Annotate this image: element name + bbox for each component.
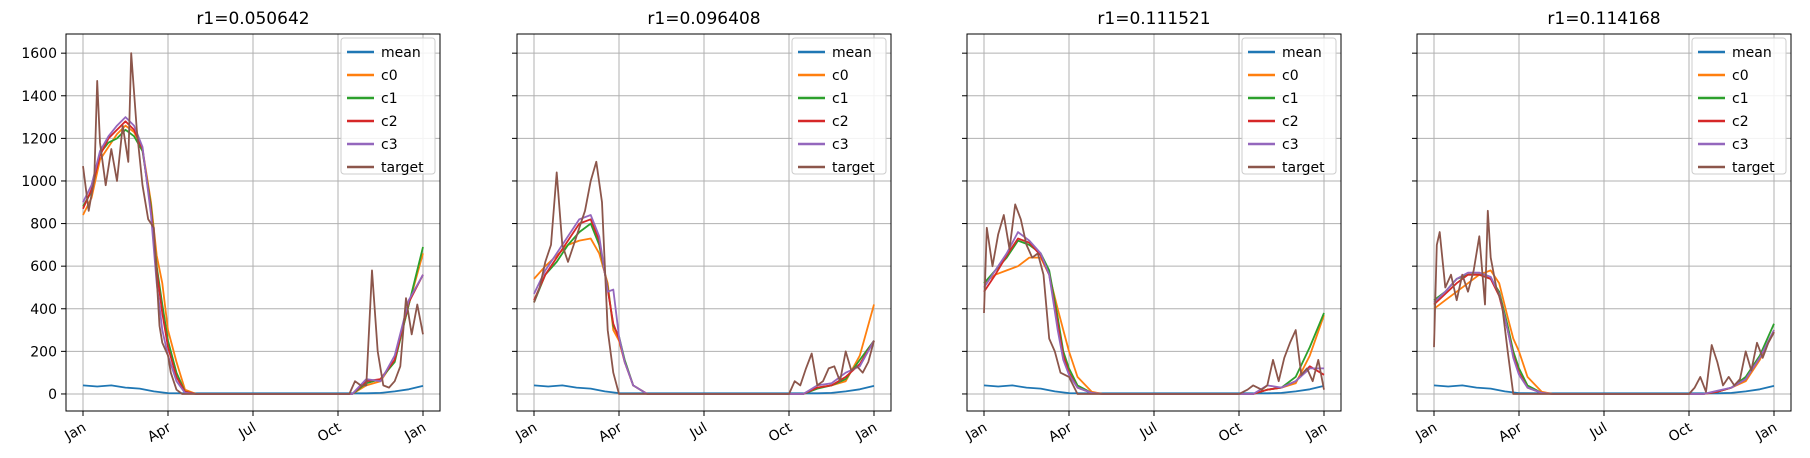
chart-panel-1: r1=0.050642 0 200 400 600 800 1000 1200 1400 1600… (21, 9, 441, 446)
y-tick-label: 1600 (21, 46, 57, 62)
legend-label-c1: c1 (381, 91, 398, 107)
series-line-c3 (533, 214, 875, 395)
x-tick-label: Jan (61, 420, 89, 445)
x-tick-label: Jan (962, 420, 990, 445)
x-tick-label: Apr (1046, 419, 1075, 445)
x-tick-label: Apr (1496, 419, 1525, 445)
x-tick-label: Jan (1412, 420, 1440, 445)
y-tick-label: 600 (30, 259, 57, 275)
legend-label-mean: mean (1732, 45, 1772, 61)
x-tick-label: Jul (1586, 420, 1610, 443)
legend-label-c2: c2 (381, 114, 398, 130)
x-tick-label: Jul (235, 420, 259, 443)
series-line-target (983, 203, 1325, 395)
legend-label-c0: c0 (381, 68, 398, 84)
x-tick-label: Oct (1216, 419, 1245, 445)
y-tick-label: 1200 (21, 131, 57, 147)
series-line-c3 (1433, 271, 1775, 395)
legend-box (791, 37, 887, 175)
x-tick-label: Jan (852, 420, 880, 445)
legend-label-c1: c1 (832, 91, 849, 107)
series-line-c3 (983, 231, 1324, 395)
chart-title: r1=0.050642 (196, 9, 309, 29)
series-line-c3 (82, 116, 424, 395)
legend-label-c1: c1 (1282, 91, 1299, 107)
y-tick-label: 1000 (21, 174, 57, 190)
legend-label-mean: mean (832, 45, 872, 61)
x-tick-label: Jul (686, 420, 710, 443)
series-line-target (533, 160, 875, 395)
legend-label-c0: c0 (1282, 68, 1299, 84)
chart-title: r1=0.114168 (1547, 9, 1660, 29)
x-tick-label: Jan (1302, 420, 1330, 445)
x-tick-label: Jan (1752, 420, 1780, 445)
legend-label-c2: c2 (1732, 114, 1749, 130)
legend-label-target: target (832, 160, 875, 176)
y-tick-label: 200 (30, 344, 57, 360)
legend-box (340, 37, 436, 175)
legend-label-c0: c0 (1732, 68, 1749, 84)
legend-label-mean: mean (381, 45, 421, 61)
legend-label-c1: c1 (1732, 91, 1749, 107)
chart-panel-4: r1=0.114168 Jan Apr Jul Oct Jan mean c0 c1 c2 c3 ta… (1412, 9, 1792, 446)
legend-label-mean: mean (1282, 45, 1322, 61)
legend-label-c3: c3 (1282, 137, 1299, 153)
x-tick-label: Apr (145, 419, 174, 445)
series-line-c0 (82, 124, 424, 395)
chart-panel-3: r1=0.111521 Jan Apr Jul Oct Jan mean c0 c1 c2 c3 ta… (962, 9, 1342, 446)
y-tick-label: 800 (30, 217, 57, 233)
x-tick-label: Jul (1136, 420, 1160, 443)
legend-label-c0: c0 (832, 68, 849, 84)
x-tick-label: Jan (512, 420, 540, 445)
legend-label-c2: c2 (832, 114, 849, 130)
x-tick-label: Oct (315, 419, 344, 445)
chart-title: r1=0.096408 (647, 9, 760, 29)
y-tick-label: 400 (30, 302, 57, 318)
x-tick-label: Apr (596, 419, 625, 445)
legend-label-target: target (381, 160, 424, 176)
y-tick-label: 0 (48, 387, 57, 403)
y-tick-label: 1400 (21, 89, 57, 105)
legend-label-c3: c3 (1732, 137, 1749, 153)
legend-label-c3: c3 (832, 137, 849, 153)
series-line-target (82, 52, 424, 395)
legend-box (1241, 37, 1337, 175)
chart-panel-2: r1=0.096408 Jan Apr Jul Oct Jan mean c0 c1 c2 c3 ta… (512, 9, 892, 446)
chart-title: r1=0.111521 (1097, 9, 1210, 29)
legend-label-target: target (1732, 160, 1775, 176)
x-tick-label: Oct (766, 419, 795, 445)
legend-label-c2: c2 (1282, 114, 1299, 130)
series-line-target (1433, 209, 1775, 395)
x-tick-label: Jan (401, 420, 429, 445)
legend-box (1691, 37, 1787, 175)
x-tick-label: Oct (1666, 419, 1695, 445)
legend-label-c3: c3 (381, 137, 398, 153)
legend-label-target: target (1282, 160, 1325, 176)
